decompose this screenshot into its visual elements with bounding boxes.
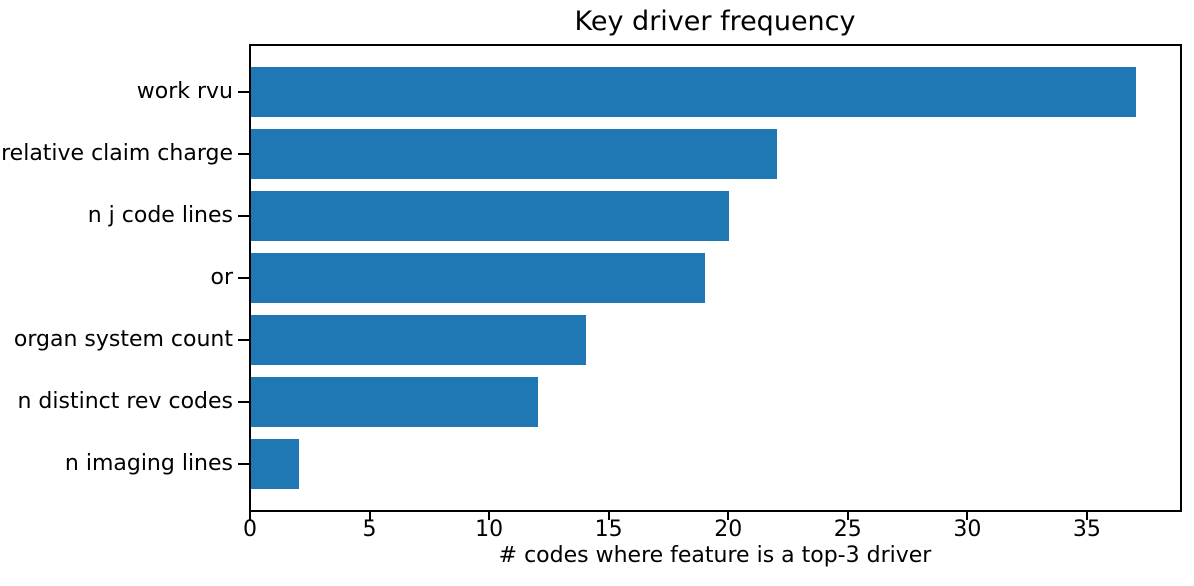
y-tick-label: n j code lines [87, 202, 233, 228]
y-tick-label: organ system count [13, 327, 233, 353]
x-tick-mark [727, 512, 730, 520]
x-tick-mark [1085, 512, 1088, 520]
y-tick-label: work rvu [136, 78, 233, 104]
x-tick-label: 20 [714, 517, 743, 542]
y-tick-label: n imaging lines [64, 451, 233, 477]
y-tick-mark [238, 152, 249, 155]
bar [251, 439, 299, 489]
y-tick-label: n distinct rev codes [17, 389, 234, 415]
bar [251, 253, 706, 303]
x-tick-mark [846, 512, 849, 520]
bar [251, 191, 730, 241]
x-tick-label: 10 [475, 517, 504, 542]
y-tick-label: or [210, 265, 233, 290]
x-tick-label: 25 [833, 517, 862, 542]
x-tick-label: 0 [243, 517, 257, 542]
x-tick-mark [966, 512, 969, 520]
x-tick-mark [249, 512, 251, 520]
y-tick-mark [238, 90, 249, 93]
x-tick-mark [607, 512, 610, 520]
y-tick-mark [238, 277, 249, 279]
x-tick-label: 15 [594, 517, 623, 542]
y-tick-mark [238, 214, 249, 217]
x-tick-label: 5 [362, 517, 377, 542]
x-tick-mark [368, 512, 371, 520]
x-tick-label: 35 [1072, 517, 1101, 542]
plot-area [249, 44, 1182, 512]
y-tick-mark [238, 401, 249, 404]
chart-title: Key driver frequency [574, 6, 856, 37]
y-tick-mark [238, 463, 249, 466]
bar [251, 377, 538, 427]
y-tick-label: relative claim charge [1, 140, 233, 166]
x-tick-mark [488, 512, 491, 520]
bar [251, 67, 1136, 117]
bar [251, 129, 778, 179]
y-tick-mark [238, 339, 249, 342]
x-tick-label: 30 [953, 517, 982, 542]
bar [251, 315, 586, 365]
x-axis-label: # codes where feature is a top-3 driver [498, 543, 932, 568]
